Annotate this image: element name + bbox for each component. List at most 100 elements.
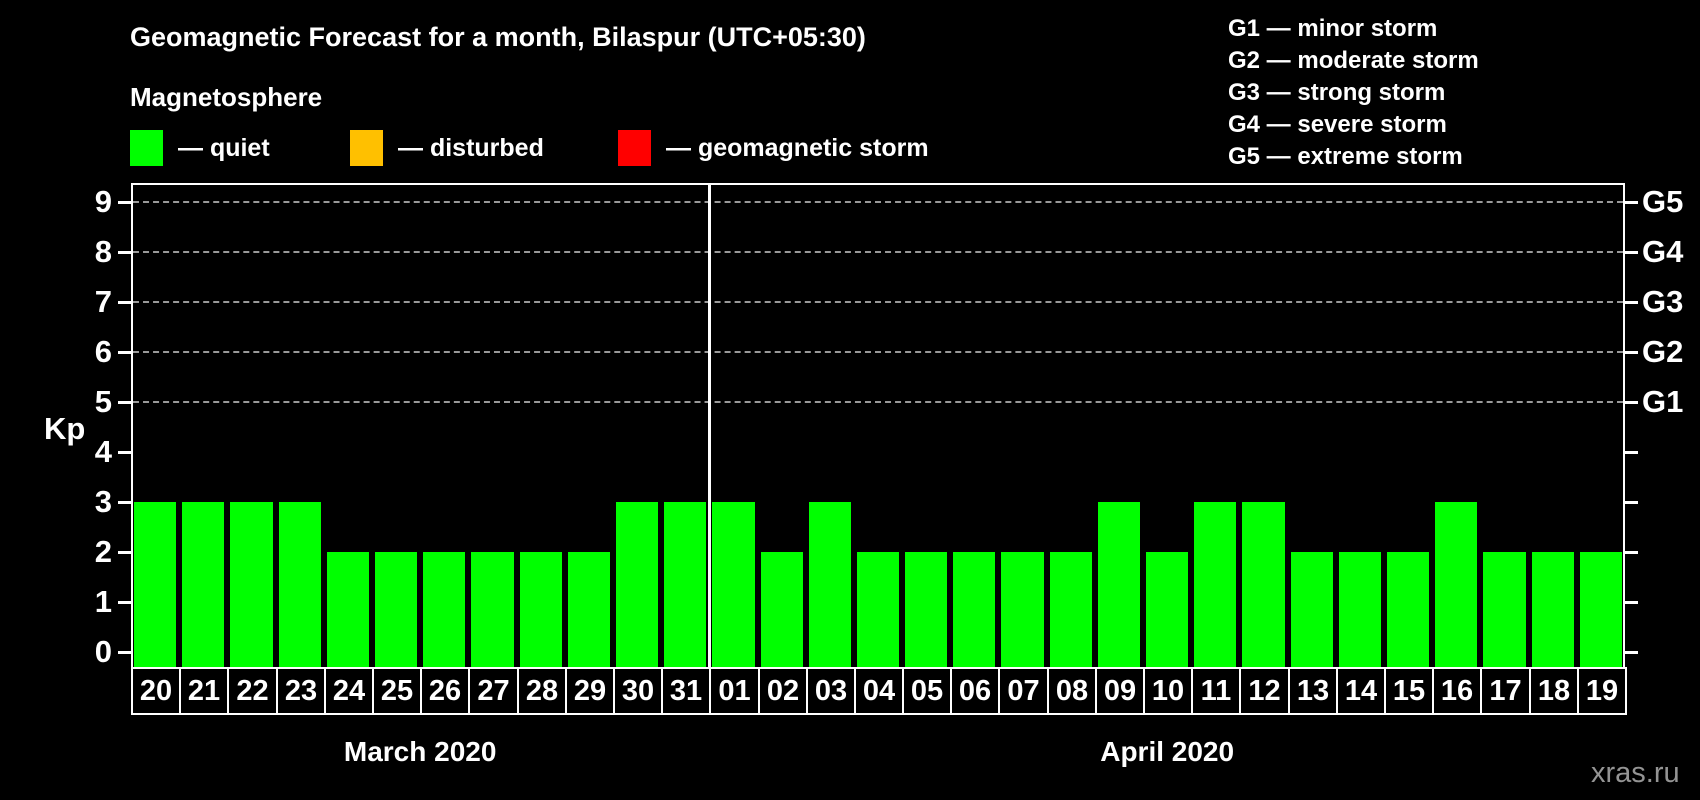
g5-legend-line: G5 — extreme storm (1228, 143, 1463, 170)
y-tick-label: 0 (94, 634, 112, 669)
g4-legend-line: G4 — severe storm (1228, 111, 1447, 138)
magnetosphere-label: Magnetosphere (130, 82, 323, 112)
day-cell: 13 (1288, 667, 1338, 715)
legend-item-geomagnetic-storm: — geomagnetic storm (618, 129, 929, 167)
y-tick-label: 1 (94, 584, 112, 619)
y-tick-right (1625, 201, 1638, 204)
kp-bar (134, 502, 176, 667)
day-cell: 25 (372, 667, 422, 715)
disturbed-label: — disturbed (398, 133, 544, 162)
day-axis: 20 21 22 23 24 25 26 27 28 29 30 31 01 02 03 04 05 06 07 08… (131, 667, 1629, 715)
y-tick-right (1625, 601, 1638, 604)
day-cell: 12 (1239, 667, 1290, 715)
month-separator (707, 185, 711, 667)
quiet-color-swatch (130, 130, 163, 166)
day-cell: 08 (1047, 667, 1097, 715)
day-cell: 06 (950, 667, 1000, 715)
day-cell: 03 (806, 667, 856, 715)
kp-bar (1291, 552, 1333, 667)
legend-item-disturbed: — disturbed (350, 129, 544, 167)
y-tick-left (118, 351, 131, 354)
disturbed-color-swatch (350, 130, 383, 166)
gridline-7 (133, 301, 1623, 303)
day-cell: 29 (565, 667, 615, 715)
kp-bar (1001, 552, 1044, 667)
kp-bar (471, 552, 514, 667)
gridline-6 (133, 351, 1623, 353)
y-tick-left (118, 401, 131, 404)
y-tick-right (1625, 301, 1638, 304)
day-cell: 10 (1143, 667, 1193, 715)
g-scale-legend: G1 — minor storm G2 — moderate storm G3 … (1228, 13, 1479, 173)
day-cell: 15 (1384, 667, 1434, 715)
kp-bar (568, 552, 610, 667)
day-cell: 31 (661, 667, 711, 715)
y-tick-right (1625, 251, 1638, 254)
y-tick-left (118, 201, 131, 204)
y-tick-left (118, 451, 131, 454)
kp-bar (1580, 552, 1622, 667)
day-cell: 18 (1529, 667, 1579, 715)
day-cell: 05 (902, 667, 952, 715)
kp-bar (1146, 552, 1188, 667)
storm-color-swatch (618, 130, 651, 166)
y-tick-left (118, 551, 131, 554)
day-cell: 23 (276, 667, 326, 715)
kp-bar (1532, 552, 1574, 667)
y-tick-right (1625, 451, 1638, 454)
y-tick-label: 3 (94, 484, 112, 519)
day-cell: 11 (1191, 667, 1241, 715)
day-cell: 24 (324, 667, 374, 715)
kp-bar (230, 502, 273, 667)
kp-bar (1339, 552, 1381, 667)
day-cell: 27 (468, 667, 519, 715)
kp-bar (423, 552, 465, 667)
kp-bar (857, 552, 899, 667)
g-scale-label-g2: G2 (1642, 334, 1684, 369)
storm-label: — geomagnetic storm (666, 133, 929, 162)
y-tick-left (118, 251, 131, 254)
y-tick-left (118, 651, 131, 654)
y-tick-label: 6 (94, 334, 112, 369)
day-cell: 07 (998, 667, 1049, 715)
quiet-label: — quiet (178, 133, 270, 162)
y-tick-label: 8 (94, 234, 112, 269)
kp-bar (1387, 552, 1429, 667)
kp-bar (520, 552, 562, 667)
day-cell: 09 (1095, 667, 1145, 715)
month-label-april: April 2020 (1100, 736, 1235, 767)
legend-item-quiet: — quiet (130, 129, 270, 167)
kp-bar (1435, 502, 1477, 667)
g-scale-label-g5: G5 (1642, 184, 1684, 219)
day-cell: 26 (420, 667, 470, 715)
kp-bar (616, 502, 658, 667)
day-cell: 16 (1432, 667, 1482, 715)
g3-legend-line: G3 — strong storm (1228, 79, 1446, 106)
kp-bar (1242, 502, 1285, 667)
kp-bar (182, 502, 224, 667)
xras-watermark: xras.ru (1591, 757, 1680, 789)
g-scale-label-g3: G3 (1642, 284, 1684, 319)
month-label-march: March 2020 (343, 736, 497, 767)
y-tick-label: 4 (94, 434, 112, 469)
kp-bar (375, 552, 417, 667)
day-cell: 21 (179, 667, 229, 715)
kp-bar (327, 552, 369, 667)
day-cell: 17 (1480, 667, 1531, 715)
kp-bar (1098, 502, 1140, 667)
y-tick-right (1625, 501, 1638, 504)
day-cell: 02 (758, 667, 808, 715)
kp-bar (1050, 552, 1092, 667)
day-cell: 22 (227, 667, 278, 715)
kp-bar (953, 552, 995, 667)
kp-bar (664, 502, 706, 667)
day-cell: 20 (131, 667, 181, 715)
kp-bar (905, 552, 947, 667)
g-scale-label-g4: G4 (1642, 234, 1684, 269)
y-tick-right (1625, 401, 1638, 404)
kp-bar (1194, 502, 1236, 667)
kp-bar (761, 552, 803, 667)
gridline-5 (133, 401, 1623, 403)
y-tick-label: 7 (94, 284, 112, 319)
